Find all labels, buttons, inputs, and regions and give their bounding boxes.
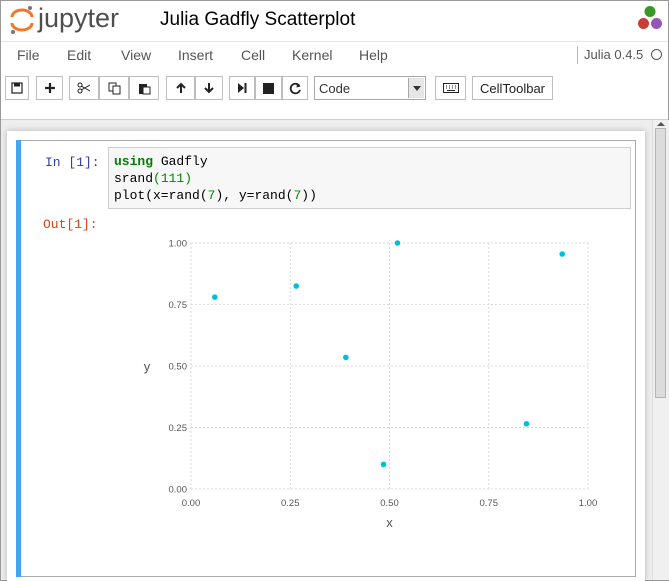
cut-icon bbox=[77, 82, 91, 94]
code-number: (111) bbox=[153, 171, 193, 186]
code-text: plot(x=rand( bbox=[114, 188, 208, 203]
kernel-name: Julia 0.4.5 bbox=[577, 46, 643, 64]
data-point bbox=[394, 240, 401, 246]
x-tick-label: 0.75 bbox=[480, 498, 499, 509]
menu-kernel[interactable]: Kernel bbox=[292, 47, 333, 63]
copy-button[interactable] bbox=[99, 76, 129, 100]
move-up-button[interactable] bbox=[166, 76, 195, 100]
scatter-plot: 0.00 0.25 0.50 0.75 1.00 0.00 0.25 0.50 0.75 1.00… bbox=[144, 239, 597, 531]
chevron-down-icon[interactable] bbox=[408, 78, 424, 98]
cell-type-select[interactable]: Code bbox=[314, 76, 426, 100]
command-palette-button[interactable] bbox=[435, 76, 466, 100]
jupyter-logo[interactable]: jupyter bbox=[9, 3, 149, 37]
restart-icon bbox=[289, 82, 301, 94]
code-text: srand bbox=[114, 171, 154, 186]
scroll-up-icon[interactable] bbox=[653, 120, 669, 128]
y-tick-label: 0.00 bbox=[169, 485, 188, 496]
menu-file[interactable]: File bbox=[17, 47, 40, 63]
data-point bbox=[293, 283, 300, 289]
restart-kernel-button[interactable] bbox=[282, 76, 308, 100]
save-icon bbox=[11, 82, 23, 94]
data-point bbox=[212, 294, 218, 300]
cell-selected-indicator bbox=[16, 140, 21, 577]
x-tick-label: 0.25 bbox=[281, 498, 300, 509]
move-down-button[interactable] bbox=[195, 76, 223, 100]
celltoolbar-button[interactable]: CellToolbar bbox=[472, 76, 553, 100]
copy-icon bbox=[108, 82, 120, 94]
julia-logo-icon bbox=[638, 6, 662, 29]
menu-edit[interactable]: Edit bbox=[67, 47, 92, 63]
arrow-down-icon bbox=[204, 83, 214, 94]
menubar: File Edit View Insert Cell Kernel Help bbox=[1, 41, 668, 70]
menu-cell[interactable]: Cell bbox=[241, 47, 266, 63]
header: jupyter Julia Gadfly Scatterplot File Ed… bbox=[1, 1, 668, 120]
x-tick-label: 0.00 bbox=[182, 498, 201, 509]
menu-view[interactable]: View bbox=[121, 47, 152, 63]
save-button[interactable] bbox=[5, 76, 29, 100]
insert-cell-button[interactable] bbox=[36, 76, 63, 100]
interrupt-button[interactable] bbox=[255, 76, 282, 100]
y-tick-label: 1.00 bbox=[169, 239, 188, 250]
code-text: Gadfly bbox=[153, 154, 208, 169]
plus-icon bbox=[44, 83, 55, 93]
data-point bbox=[343, 354, 349, 361]
notebook-page: In [1]: using Gadfly srand(111) plot(x=r… bbox=[7, 131, 645, 581]
data-point bbox=[559, 251, 565, 257]
input-prompt: In [1]: bbox=[45, 155, 100, 170]
y-tick-label: 0.75 bbox=[169, 300, 188, 311]
paste-button[interactable] bbox=[129, 76, 159, 100]
keyboard-icon bbox=[442, 83, 459, 93]
menu-help[interactable]: Help bbox=[359, 47, 388, 63]
x-tick-label: 1.00 bbox=[579, 498, 597, 509]
logo-text: jupyter bbox=[37, 3, 119, 33]
code-text: ), y=rand( bbox=[215, 188, 294, 203]
output-prompt: Out[1]: bbox=[43, 217, 98, 232]
code-number: 7 bbox=[207, 188, 216, 203]
code-editor[interactable]: using Gadfly srand(111) plot(x=rand(7), … bbox=[108, 147, 631, 209]
stop-icon bbox=[263, 82, 274, 94]
x-axis-label: x bbox=[386, 515, 393, 530]
scroll-thumb[interactable] bbox=[655, 128, 666, 398]
kernel-status-icon bbox=[651, 49, 662, 60]
code-text: )) bbox=[301, 188, 317, 203]
y-axis-label: y bbox=[144, 359, 151, 374]
run-cell-button[interactable] bbox=[229, 76, 255, 100]
data-point bbox=[523, 421, 530, 427]
notebook-title[interactable]: Julia Gadfly Scatterplot bbox=[160, 9, 356, 30]
cell-type-value: Code bbox=[319, 81, 351, 96]
code-cell[interactable]: In [1]: using Gadfly srand(111) plot(x=r… bbox=[16, 140, 636, 577]
y-tick-label: 0.25 bbox=[169, 423, 188, 434]
menu-insert[interactable]: Insert bbox=[178, 47, 214, 63]
data-point bbox=[380, 461, 387, 468]
scrollbar[interactable] bbox=[652, 120, 669, 580]
step-forward-icon bbox=[238, 83, 247, 93]
arrow-up-icon bbox=[175, 82, 186, 93]
code-number: 7 bbox=[293, 188, 302, 203]
x-tick-label: 0.50 bbox=[380, 498, 399, 509]
paste-icon bbox=[138, 83, 150, 94]
cut-button[interactable] bbox=[69, 76, 99, 100]
code-keyword: using bbox=[114, 154, 154, 169]
y-tick-label: 0.50 bbox=[169, 362, 188, 373]
toolbar: Code CellToolbar bbox=[1, 74, 668, 104]
